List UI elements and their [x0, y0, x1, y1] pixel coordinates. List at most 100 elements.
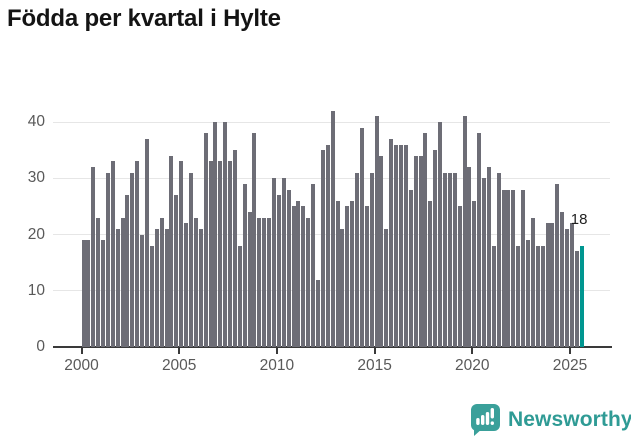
bar-2012-q1: [315, 279, 320, 347]
bar-2003-q3: [149, 245, 154, 347]
bar-2002-q1: [120, 217, 125, 347]
y-axis-label-30: 30: [27, 169, 45, 187]
bar-2013-q4: [350, 200, 355, 347]
bar-2024-q1: [550, 223, 555, 347]
bar-2009-q1: [257, 217, 262, 347]
newsworthy-logo-icon: [471, 404, 500, 436]
bar-2003-q4: [154, 228, 159, 347]
latest-value-label: 18: [570, 210, 588, 228]
bar-2002-q2: [125, 195, 130, 347]
bar-2021-q1: [491, 245, 496, 347]
bar-2004-q4: [174, 195, 179, 347]
bar-2020-q1: [472, 200, 477, 347]
bar-2005-q2: [184, 223, 189, 347]
bar-2021-q3: [501, 189, 506, 347]
bar-2003-q2: [145, 138, 149, 347]
bar-2019-q2: [457, 206, 462, 347]
bar-2000-q4: [96, 217, 101, 347]
bar-2007-q3: [228, 161, 233, 347]
bar-2011-q1: [296, 200, 301, 347]
y-axis-label-10: 10: [27, 281, 45, 299]
bar-2001-q3: [110, 161, 115, 347]
bar-2008-q3: [247, 212, 252, 347]
bar-2011-q3: [306, 217, 311, 347]
bar-2010-q3: [286, 189, 291, 347]
bar-2015-q1: [374, 116, 379, 347]
bar-2023-q2: [535, 245, 540, 347]
bar-2005-q1: [179, 161, 184, 347]
bar-2014-q2: [359, 127, 364, 347]
x-axis-tick-2025: [569, 348, 571, 354]
bar-2025-q2: [574, 251, 579, 347]
bar-2009-q2: [262, 217, 267, 347]
bar-2018-q1: [433, 150, 438, 347]
bar-2013-q2: [340, 228, 345, 347]
bar-2022-q1: [511, 189, 516, 347]
bar-2009-q4: [272, 178, 276, 347]
chart-plot-area: 0 10 20 30 40 2000 2005 2010 2015 2020 2025: [27, 110, 612, 374]
bar-2006-q4: [213, 122, 218, 347]
bar-2017-q3: [423, 133, 428, 347]
bar-2012-q2: [320, 150, 325, 347]
bar-2017-q2: [418, 155, 423, 347]
bar-2011-q4: [311, 183, 316, 347]
bar-2007-q4: [232, 150, 237, 347]
bar-2015-q2: [379, 155, 384, 347]
bar-2019-q1: [452, 172, 457, 347]
bar-2016-q4: [408, 189, 413, 347]
bar-2003-q1: [140, 234, 145, 347]
bar-2014-q1: [355, 172, 360, 347]
bar-2012-q3: [325, 144, 330, 347]
chart-title: Födda per kvartal i Hylte: [7, 5, 281, 32]
bar-2024-q4: [565, 228, 570, 347]
bar-2006-q2: [203, 133, 208, 347]
bar-2008-q1: [237, 245, 242, 347]
bar-2010-q2: [281, 178, 286, 347]
x-axis-tick-2020: [471, 348, 474, 354]
bar-2002-q4: [135, 161, 140, 347]
bar-2021-q2: [496, 172, 501, 347]
bar-2009-q3: [267, 217, 272, 347]
bar-2018-q3: [442, 172, 447, 347]
bar-2006-q3: [208, 161, 213, 347]
bar-2025-q1: [570, 223, 574, 347]
bar-highlight-2025-q3: [579, 245, 584, 347]
bar-2022-q3: [521, 189, 526, 347]
bar-2020-q4: [486, 167, 491, 347]
bar-2012-q4: [330, 110, 335, 347]
bar-2004-q3: [169, 155, 174, 347]
x-axis-tick-2005: [178, 348, 181, 354]
bar-2015-q4: [389, 138, 394, 347]
bar-2017-q4: [428, 200, 433, 347]
bar-2023-q3: [540, 245, 545, 347]
bar-2001-q4: [115, 228, 120, 347]
bar-2023-q4: [545, 223, 550, 347]
bar-2013-q3: [345, 206, 350, 347]
y-axis-label-20: 20: [27, 225, 45, 243]
x-axis-tick-2015: [373, 348, 376, 354]
bar-2010-q1: [276, 195, 281, 347]
bar-2020-q2: [477, 133, 482, 347]
bar-2023-q1: [530, 217, 535, 347]
x-axis-line: [53, 346, 612, 348]
x-axis-label-2010: 2010: [259, 357, 295, 374]
newsworthy-logo[interactable]: Newsworthy: [470, 403, 631, 436]
x-axis-label-2020: 2020: [455, 357, 490, 374]
bar-2000-q2: [86, 240, 91, 347]
x-axis-label-2005: 2005: [161, 357, 197, 374]
x-axis-label-2000: 2000: [64, 357, 99, 374]
bar-2019-q4: [467, 167, 472, 347]
x-axis-label-2015: 2015: [357, 357, 392, 374]
bar-2000-q1: [81, 240, 86, 347]
bar-2022-q4: [526, 240, 531, 347]
bar-2021-q4: [506, 189, 511, 347]
bar-2001-q1: [101, 240, 106, 347]
y-axis-label-40: 40: [27, 113, 45, 130]
bar-2014-q4: [369, 172, 374, 347]
bar-2024-q3: [560, 212, 565, 347]
bar-2007-q2: [223, 122, 228, 347]
bar-2004-q1: [159, 217, 164, 347]
bar-2019-q3: [462, 116, 467, 347]
x-axis-tick-2000: [80, 348, 83, 354]
bar-2005-q3: [188, 172, 193, 347]
